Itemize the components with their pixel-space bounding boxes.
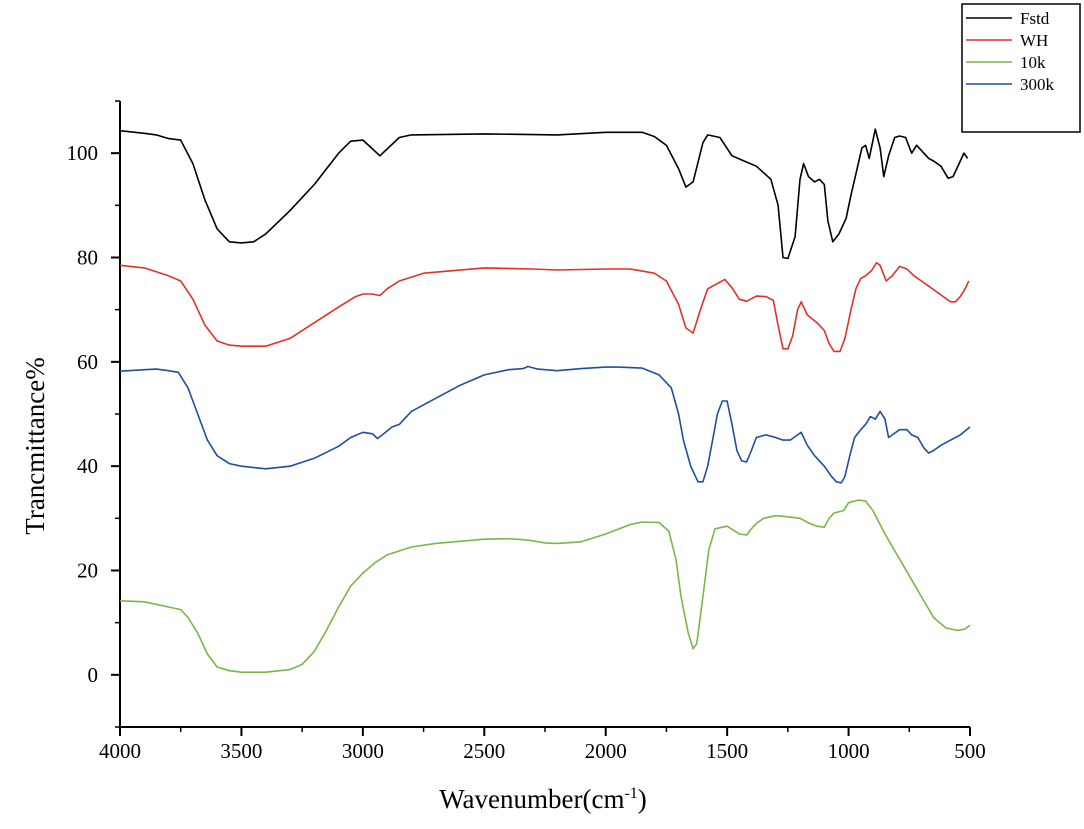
x-tick-label: 1500 [706,739,748,763]
y-tick-label: 100 [67,141,99,165]
x-tick-label: 2500 [463,739,505,763]
legend-label-300k: 300k [1020,75,1055,94]
y-tick-label: 60 [77,350,98,374]
x-tick-label: 4000 [99,739,141,763]
x-tick-label: 1000 [828,739,870,763]
legend-label-wh: WH [1020,31,1048,50]
y-tick-label: 0 [88,663,99,687]
legend-box [961,3,1081,133]
series-lines [119,128,971,673]
x-axis-title-close: ) [638,784,647,814]
series-line-wh [119,261,970,353]
legend: Fstd WH 10k 300k [961,3,1081,133]
x-tick-label: 2000 [585,739,627,763]
x-tick-label: 500 [954,739,986,763]
series-line-10k [119,499,971,673]
y-axis-title: Trancmittance% [20,357,50,534]
x-axis-title-text: Wavenumber(cm [439,784,624,814]
y-tick-label: 40 [77,454,98,478]
x-axis-title: Wavenumber(cm-1) [439,784,647,814]
series-line-300k [119,365,971,484]
y-tick-label: 80 [77,246,98,270]
tick-marks: 4000 3500 3000 2500 2000 1500 1000 500 0 20 40 60 80… [67,100,986,763]
x-axis-title-superscript: -1 [624,785,637,802]
x-tick-label: 3500 [220,739,262,763]
series-line-fstd [119,128,969,260]
x-tick-label: 3000 [342,739,384,763]
y-tick-label: 20 [77,559,98,583]
axes [119,101,970,728]
legend-label-10k: 10k [1020,53,1046,72]
legend-label-fstd: Fstd [1020,9,1050,28]
